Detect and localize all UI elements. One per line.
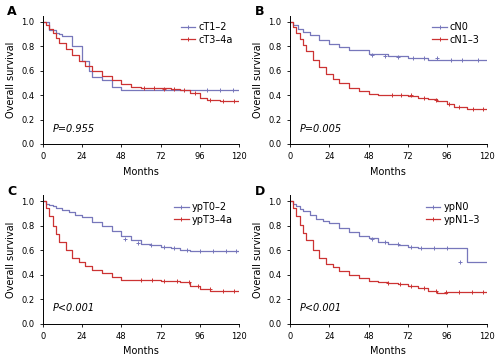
Text: P<0.001: P<0.001 — [52, 303, 94, 313]
Text: B: B — [254, 5, 264, 18]
Y-axis label: Overall survival: Overall survival — [6, 42, 16, 118]
Legend: ypN0, ypN1–3: ypN0, ypN1–3 — [424, 200, 482, 227]
Text: C: C — [8, 185, 16, 198]
Text: P=0.005: P=0.005 — [300, 124, 342, 134]
Y-axis label: Overall survival: Overall survival — [253, 221, 263, 298]
Legend: ypT0–2, ypT3–4a: ypT0–2, ypT3–4a — [172, 200, 234, 227]
X-axis label: Months: Months — [370, 346, 406, 357]
Y-axis label: Overall survival: Overall survival — [6, 221, 16, 298]
X-axis label: Months: Months — [123, 346, 159, 357]
Text: D: D — [254, 185, 265, 198]
Text: P<0.001: P<0.001 — [300, 303, 342, 313]
Legend: cT1–2, cT3–4a: cT1–2, cT3–4a — [178, 21, 234, 47]
Text: A: A — [8, 5, 17, 18]
X-axis label: Months: Months — [370, 167, 406, 177]
Y-axis label: Overall survival: Overall survival — [253, 42, 263, 118]
Legend: cN0, cN1–3: cN0, cN1–3 — [430, 21, 482, 47]
X-axis label: Months: Months — [123, 167, 159, 177]
Text: P=0.955: P=0.955 — [52, 124, 94, 134]
